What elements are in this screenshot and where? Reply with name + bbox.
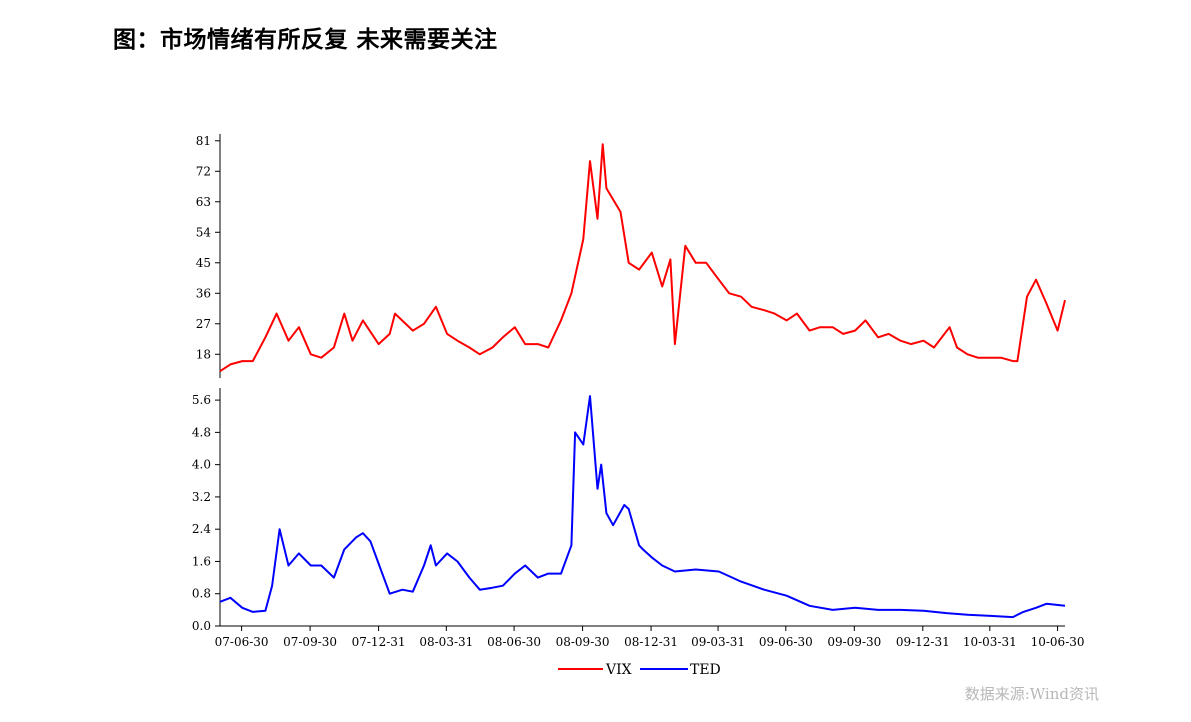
ted-series-line [219,395,1066,619]
ted-y-tick-label: 0.0 [192,619,211,633]
vix-y-tick-label: 18 [196,347,211,361]
x-tick-label: 09-12-31 [896,635,950,649]
vix-series-line [219,143,1066,373]
x-tick-label: 10-03-31 [963,635,1017,649]
vix-y-tick-label: 45 [196,256,211,270]
legend: VIX TED [558,662,721,678]
vix-y-tick-label: 36 [196,286,211,300]
x-tick-label: 08-09-30 [556,635,610,649]
vix-panel: 18 27 36 45 54 63 72 81 [196,134,1066,378]
ted-y-tick-label: 4.8 [192,425,211,439]
vix-y-tick-label: 54 [196,225,212,239]
vix-y-tick-label: 81 [196,134,211,148]
x-tick-label: 09-06-30 [759,635,813,649]
vix-y-tick-label: 72 [196,164,211,178]
x-tick-label: 08-12-31 [624,635,678,649]
ted-y-ticks: 0.0 0.8 1.6 2.4 3.2 4.0 4.8 5.6 [192,393,220,633]
vix-y-tick-label: 27 [196,317,211,331]
x-tick-label: 10-06-30 [1031,635,1085,649]
x-tick-label: 07-09-30 [283,635,337,649]
x-tick-label: 08-06-30 [487,635,541,649]
chart-title: 图：市场情绪有所反复 未来需要关注 [113,27,498,53]
source-note: 数据来源:Wind资讯 [964,685,1099,703]
ted-y-tick-label: 5.6 [192,393,211,407]
vix-y-ticks: 18 27 36 45 54 63 72 81 [196,134,220,361]
ted-y-tick-label: 4.0 [192,458,211,472]
ted-y-tick-label: 3.2 [192,490,211,504]
x-tick-label: 07-12-31 [352,635,406,649]
x-tick-label: 07-06-30 [215,635,269,649]
legend-vix-label: VIX [605,662,632,678]
ted-panel: 0.0 0.8 1.6 2.4 3.2 4.0 4.8 5.6 [192,388,1066,633]
x-ticks: 07-06-30 07-09-30 07-12-31 08-03-31 08-06-30… [215,626,1085,649]
ted-y-tick-label: 1.6 [192,554,211,568]
legend-ted-label: TED [690,662,721,678]
ted-y-tick-label: 2.4 [192,522,211,536]
x-tick-label: 08-03-31 [419,635,473,649]
x-tick-label: 09-09-30 [827,635,881,649]
ted-y-tick-label: 0.8 [192,587,211,601]
x-tick-label: 09-03-31 [691,635,745,649]
vix-y-tick-label: 63 [196,195,211,209]
